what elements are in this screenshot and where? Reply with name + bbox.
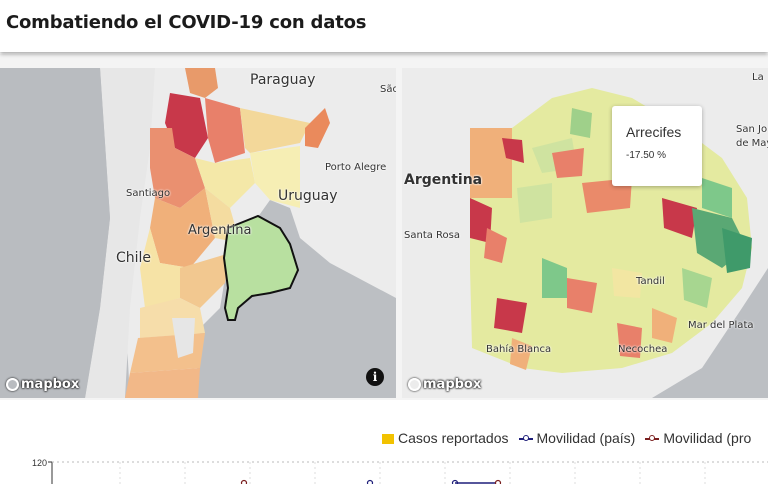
label-paraguay: Paraguay — [250, 72, 316, 88]
app-header: Combatiendo el COVID-19 con datos — [0, 0, 768, 52]
tooltip-region-value: -17.50 % — [626, 150, 667, 161]
mapbox-attribution-right: mapbox — [423, 377, 482, 392]
label-la: La — [752, 72, 764, 83]
info-icon[interactable]: i — [366, 368, 384, 386]
label-san-jo: San Jo — [736, 124, 768, 135]
label-santiago: Santiago — [126, 188, 171, 199]
chart-legend: Casos reportados Movilidad (país) Movili… — [382, 430, 751, 446]
page-title: Combatiendo el COVID-19 con datos — [6, 12, 367, 33]
mapbox-logo[interactable]: mapbox — [6, 377, 79, 392]
chart-panel: Casos reportados Movilidad (país) Movili… — [0, 400, 768, 484]
y-tick-label: 120 — [32, 458, 48, 468]
dashboard-content: Paraguay São Porto Alegre Uruguay Argent… — [0, 54, 768, 484]
label-de-may: de May — [736, 138, 768, 149]
label-argentina-right: Argentina — [404, 172, 483, 188]
label-bahia-blanca: Bahía Blanca — [486, 344, 552, 355]
region-tooltip: Arrecifes -17.50 % — [612, 106, 702, 186]
legend-label-movilidad-pais: Movilidad (país) — [536, 430, 636, 446]
label-mar-del-plata: Mar del Plata — [688, 320, 754, 331]
mapbox-logo-right[interactable]: mapbox — [408, 377, 481, 392]
legend-label-casos: Casos reportados — [398, 430, 509, 446]
argentina-map-canvas[interactable] — [0, 68, 396, 398]
legend-item-movilidad-pais[interactable]: Movilidad (país) — [518, 430, 636, 446]
argentina-map[interactable]: Paraguay São Porto Alegre Uruguay Argent… — [0, 68, 396, 398]
legend-label-movilidad-prov: Movilidad (pro — [663, 430, 752, 446]
mapbox-logo-icon-right — [408, 378, 421, 391]
legend-item-movilidad-prov[interactable]: Movilidad (pro — [645, 430, 751, 446]
label-argentina: Argentina — [188, 223, 252, 238]
label-porto-alegre: Porto Alegre — [325, 162, 387, 173]
legend-line-movilidad-pais — [518, 435, 533, 443]
label-sao: São — [380, 84, 396, 95]
mapbox-logo-icon — [6, 378, 19, 391]
legend-swatch-casos — [382, 434, 394, 445]
mapbox-attribution: mapbox — [21, 377, 80, 392]
buenos-aires-map[interactable]: La San Jo de May Argentina Santa Rosa Ta… — [402, 68, 768, 398]
label-uruguay: Uruguay — [278, 188, 338, 204]
label-santa-rosa: Santa Rosa — [404, 230, 460, 241]
label-chile: Chile — [116, 250, 152, 266]
legend-line-movilidad-prov — [645, 435, 660, 443]
tooltip-region-name: Arrecifes — [626, 124, 682, 140]
chart-canvas — [48, 461, 768, 484]
legend-item-casos[interactable]: Casos reportados — [382, 430, 509, 446]
label-necochea: Necochea — [618, 344, 668, 355]
label-tandil: Tandil — [636, 276, 665, 287]
